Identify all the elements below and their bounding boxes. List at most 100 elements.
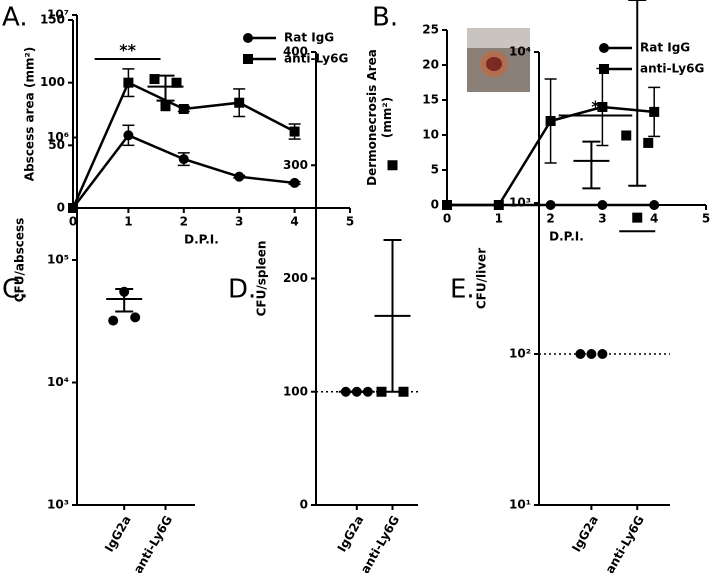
error-bar bbox=[383, 238, 402, 393]
y-tick-label: 10 bbox=[422, 128, 439, 142]
x-tick-label: 2 bbox=[546, 212, 554, 226]
y-tick-label: 10³ bbox=[47, 498, 69, 512]
legend-marker bbox=[243, 54, 253, 64]
x-tick-label: IgG2a bbox=[569, 513, 601, 554]
marker bbox=[149, 74, 160, 85]
panel-label: A. bbox=[2, 3, 28, 33]
legend-marker bbox=[599, 43, 609, 53]
marker bbox=[545, 200, 556, 210]
marker bbox=[289, 126, 300, 137]
inset-photo bbox=[467, 28, 530, 92]
marker bbox=[108, 315, 119, 326]
y-tick-label: 15 bbox=[422, 93, 439, 107]
y-tick-label: 100 bbox=[40, 75, 65, 89]
marker bbox=[68, 203, 78, 213]
y-tick-label: 10² bbox=[509, 347, 531, 361]
marker bbox=[493, 200, 504, 210]
marker bbox=[234, 171, 245, 182]
y-tick-label: 5 bbox=[431, 163, 439, 177]
marker bbox=[649, 106, 660, 117]
y-tick-label: 10⁵ bbox=[47, 253, 69, 267]
y-axis-label: Dermonecrosis Area bbox=[365, 49, 379, 186]
y-tick-label: 10³ bbox=[509, 196, 531, 210]
y-axis-label: CFU/spleen bbox=[255, 241, 269, 317]
marker bbox=[597, 200, 608, 210]
y-tick-label: 0 bbox=[57, 201, 65, 215]
x-tick-label: 1 bbox=[124, 215, 132, 229]
marker bbox=[621, 130, 632, 141]
x-axis-label: D.P.I. bbox=[549, 230, 584, 244]
y-tick-label: 300 bbox=[283, 158, 308, 172]
marker bbox=[178, 154, 189, 165]
x-tick-label: 2 bbox=[180, 215, 188, 229]
x-tick-label: 0 bbox=[443, 212, 451, 226]
y-tick-label: 10⁶ bbox=[47, 130, 69, 144]
y-tick-label: 10¹ bbox=[509, 498, 531, 512]
significance-label: * bbox=[591, 97, 600, 116]
significance-label: ** bbox=[119, 41, 136, 60]
y-tick-label: 100 bbox=[283, 384, 308, 398]
panel-label: D. bbox=[228, 275, 256, 305]
marker bbox=[234, 97, 245, 108]
x-tick-label: 0 bbox=[69, 215, 77, 229]
marker bbox=[649, 200, 660, 210]
y-tick-label: 150 bbox=[40, 13, 65, 27]
marker bbox=[398, 386, 409, 397]
marker bbox=[178, 103, 189, 114]
x-axis-label: D.P.I. bbox=[184, 233, 219, 247]
x-tick-label: 3 bbox=[598, 212, 606, 226]
marker bbox=[171, 77, 182, 88]
y-tick-label: 10⁴ bbox=[509, 45, 531, 59]
legend-label: Rat IgG bbox=[284, 31, 334, 45]
x-tick-label: IgG2a bbox=[102, 513, 134, 554]
series-line bbox=[71, 80, 296, 209]
marker bbox=[545, 116, 556, 126]
legend-label: anti-Ly6G bbox=[640, 62, 704, 76]
x-tick-label: anti-Ly6G bbox=[131, 513, 175, 573]
x-tick-label: 4 bbox=[290, 215, 298, 229]
marker bbox=[376, 386, 387, 397]
marker bbox=[289, 177, 300, 188]
x-tick-label: 5 bbox=[346, 215, 354, 229]
legend-marker bbox=[599, 64, 609, 74]
marker bbox=[387, 160, 398, 171]
marker bbox=[160, 101, 171, 112]
x-tick-label: IgG2a bbox=[335, 513, 367, 554]
marker bbox=[597, 349, 608, 359]
marker bbox=[575, 349, 586, 359]
x-tick-label: 1 bbox=[495, 212, 503, 226]
error-bar bbox=[628, 0, 647, 187]
x-tick-label: 4 bbox=[650, 212, 658, 226]
y-tick-label: 200 bbox=[283, 271, 308, 285]
x-tick-label: 5 bbox=[702, 212, 710, 226]
panel-label: E. bbox=[450, 275, 475, 305]
marker bbox=[130, 312, 141, 323]
marker bbox=[632, 212, 643, 223]
y-tick-label: 0 bbox=[300, 498, 308, 512]
y-tick-label: 400 bbox=[283, 45, 308, 59]
y-tick-label: 0 bbox=[431, 198, 439, 212]
y-axis-label: (mm²) bbox=[380, 97, 394, 138]
panel-label: C. bbox=[2, 275, 28, 305]
panel-label: B. bbox=[372, 3, 398, 33]
error-bar bbox=[115, 287, 134, 313]
marker bbox=[123, 130, 134, 141]
series-line bbox=[72, 133, 295, 209]
y-tick-label: 25 bbox=[422, 23, 439, 37]
legend-label: Rat IgG bbox=[640, 41, 690, 55]
error-bar bbox=[582, 140, 601, 190]
y-tick-label: 50 bbox=[48, 138, 65, 152]
y-tick-label: 10⁴ bbox=[47, 375, 69, 389]
x-tick-label: 3 bbox=[235, 215, 243, 229]
marker bbox=[643, 137, 654, 148]
marker bbox=[586, 349, 597, 359]
y-axis-label: CFU/abscess bbox=[13, 218, 27, 303]
x-tick-label: anti-Ly6G bbox=[603, 513, 647, 573]
legend-marker bbox=[243, 33, 253, 43]
marker bbox=[442, 200, 452, 210]
error-bar bbox=[156, 74, 175, 102]
y-tick-label: 20 bbox=[422, 58, 439, 72]
marker bbox=[597, 102, 608, 112]
y-axis-label: CFU/liver bbox=[475, 248, 489, 309]
